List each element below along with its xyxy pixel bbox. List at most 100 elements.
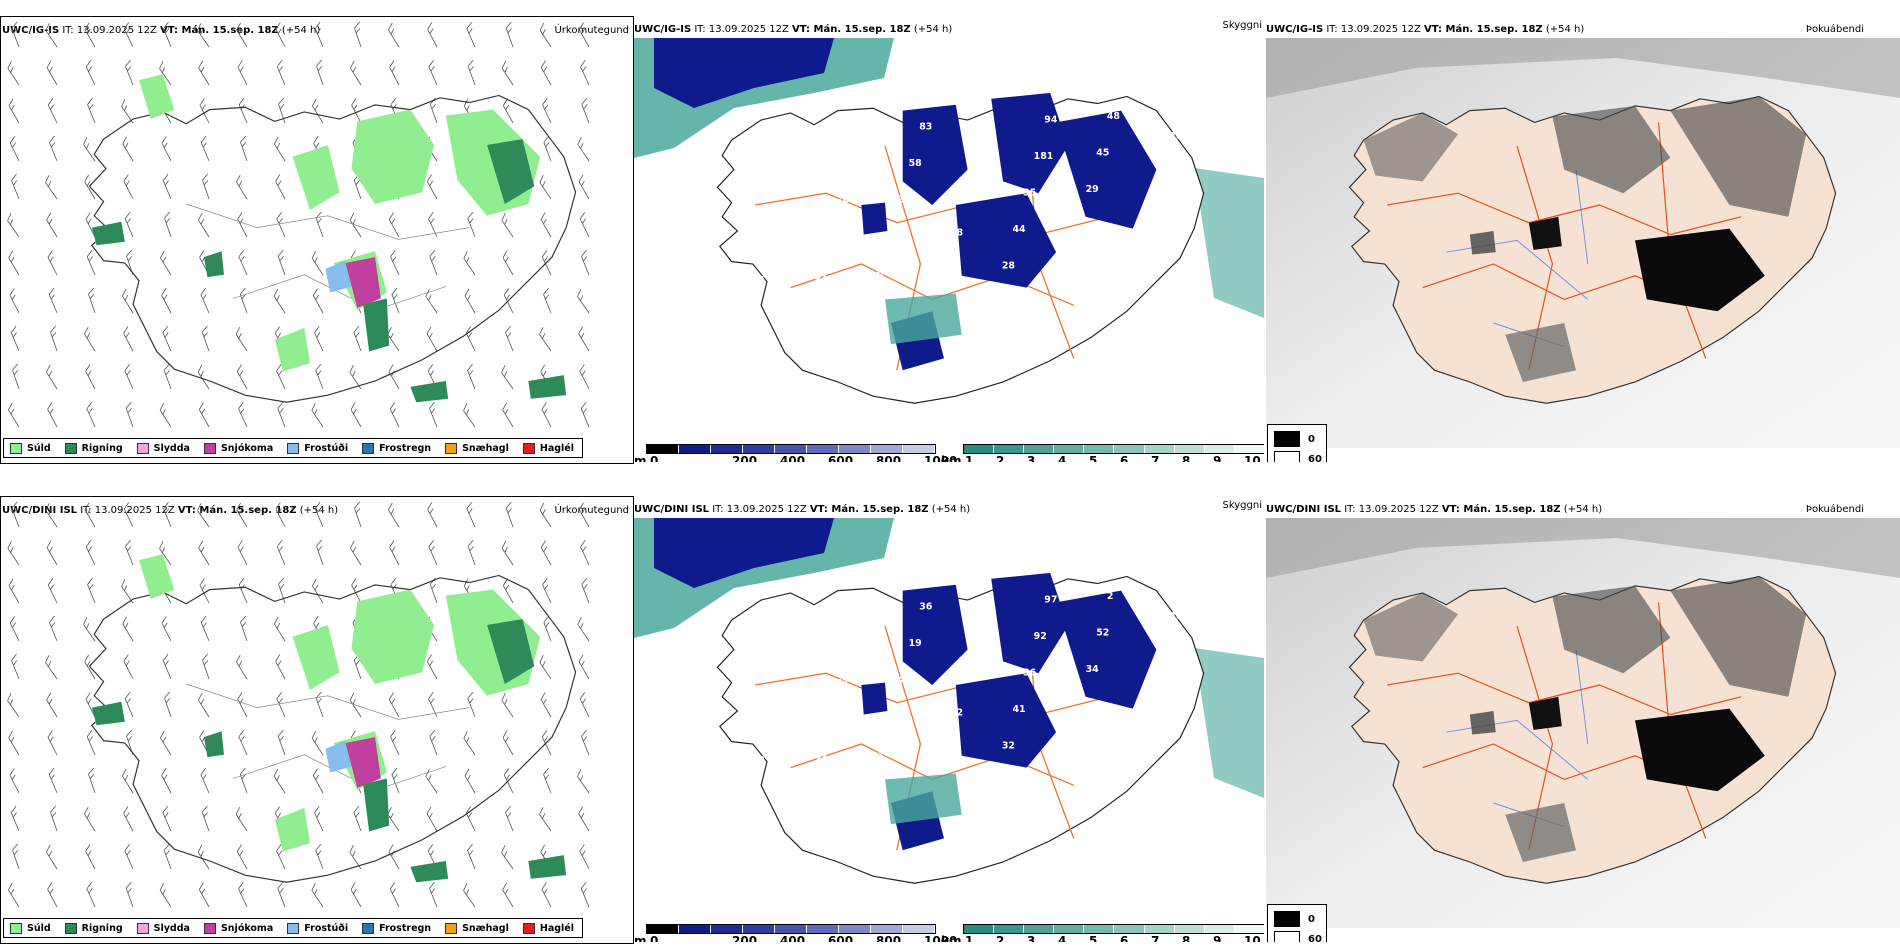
wind-barb [123, 174, 134, 200]
colorbar-tick-km: 7 [1151, 454, 1160, 462]
wind-barb [123, 502, 134, 528]
wind-barb [429, 729, 438, 756]
wind-barb [162, 805, 172, 832]
wind-barb [276, 211, 286, 238]
wind-barb [277, 881, 286, 908]
wind-barb [9, 288, 20, 314]
wind-barb [350, 540, 362, 566]
wind-barb [426, 174, 438, 200]
wind-barb [85, 692, 96, 718]
wind-barb [201, 805, 210, 832]
wind-barb [123, 22, 134, 48]
wind-barb [543, 287, 552, 314]
wind-barb [198, 402, 210, 428]
visibility-value-label: 32 [1002, 741, 1015, 752]
wind-barb [7, 213, 20, 238]
visibility-value-label: 41 [804, 308, 817, 319]
visibility-value-label: 39 [982, 598, 995, 609]
legend-label: Súld [27, 922, 51, 934]
wind-barb [163, 501, 172, 528]
wind-barb [197, 23, 210, 48]
wind-barb [8, 250, 20, 276]
wind-barb [49, 615, 58, 642]
wind-barb [543, 767, 552, 794]
legend-item: Slydda [136, 922, 190, 934]
wind-barb [197, 503, 210, 528]
visibility-value-label: 92 [950, 708, 963, 719]
visibility-value-label: 35 [794, 129, 807, 140]
legend-item: Snæhagl [445, 922, 509, 934]
wind-barb [8, 882, 20, 908]
wind-barb [315, 691, 324, 718]
wind-barb [314, 806, 324, 832]
wind-barb [198, 692, 210, 718]
colorbar-tick-km: 6 [1120, 934, 1129, 942]
wind-barb [580, 881, 590, 908]
wind-barb [46, 540, 58, 566]
wind-barb [163, 843, 172, 870]
wind-barb [349, 692, 362, 718]
wind-barb [580, 60, 590, 86]
wind-barb [10, 325, 20, 352]
fog-legend-item: 0 [1274, 431, 1315, 447]
wind-barb [236, 654, 248, 680]
wind-barb [126, 249, 134, 276]
wind-barb [316, 539, 324, 566]
visibility-value-label: 36 [1023, 668, 1037, 679]
wind-barb [122, 288, 134, 314]
panel-title: UWC/IG-IS IT: 13.09.2025 12Z VT: Mán. 15… [1266, 24, 1585, 35]
visibility-value-label: 34 [898, 195, 912, 206]
visibility-value-label: 97 [1044, 594, 1057, 605]
fog-legend-label: 0 [1308, 913, 1315, 925]
wind-barb [8, 730, 20, 756]
panel-label-cloud: Þokuábendi [1805, 24, 1864, 35]
wind-barb [277, 729, 286, 756]
fog-sea-north [1266, 518, 1900, 578]
wind-barb [351, 98, 362, 124]
visibility-value-label: 81 [857, 125, 870, 136]
wind-barb [578, 22, 590, 48]
wind-barb [11, 653, 20, 680]
visibility-value-label: 23 [1148, 204, 1161, 215]
wind-barb [7, 61, 20, 86]
visibility-value-label: 58 [909, 158, 922, 169]
visibility-value-label: 41 [1012, 704, 1025, 715]
wind-barb [541, 882, 552, 908]
colorbar-tick-km: 3 [1027, 934, 1036, 942]
visibility-value-label: 59 [857, 605, 870, 616]
wind-barb [539, 502, 552, 528]
visibility-value-label: 44 [1148, 684, 1162, 695]
legend-item: Súld [10, 922, 51, 934]
wind-barb [88, 287, 96, 314]
wind-barb [160, 730, 172, 756]
wind-barb [505, 501, 514, 528]
wind-barb [539, 327, 552, 352]
colorbar-tick-km: 10 [1244, 454, 1261, 462]
legend-item: Frostúði [287, 442, 348, 454]
wind-barb [353, 325, 362, 352]
wind-barb [426, 654, 438, 680]
legend-label: Rigning [81, 922, 123, 934]
visibility-value-label: 44 [784, 165, 798, 176]
wind-barb [467, 363, 476, 390]
wind-barb [388, 502, 400, 528]
fog-legend-swatch [1274, 431, 1300, 447]
wind-barb [542, 98, 552, 124]
colorbar-tick-m: 600 [828, 934, 854, 942]
fog-legend-item: 60 [1274, 451, 1322, 462]
visibility-value-label: 52 [1096, 627, 1109, 638]
visibility-colorbar-km: km 1 2 3 4 5 6 7 8 9 10 [941, 444, 1264, 462]
visibility-value-label: 28 [1002, 261, 1015, 272]
visibility-value-label: 44 [1075, 724, 1089, 735]
wind-barb [505, 21, 514, 48]
visibility-value-label: 83 [919, 121, 932, 132]
wind-barb [350, 402, 362, 428]
wind-barb [316, 59, 324, 86]
wind-barb [314, 21, 324, 48]
wind-barb [162, 173, 172, 200]
visibility-value-label: 94 [1044, 114, 1058, 125]
visibility-value-label: 70 [825, 235, 839, 246]
colorbar-tick-m: 0 [650, 454, 659, 462]
wind-barb [276, 691, 286, 718]
wind-barb [161, 616, 172, 642]
